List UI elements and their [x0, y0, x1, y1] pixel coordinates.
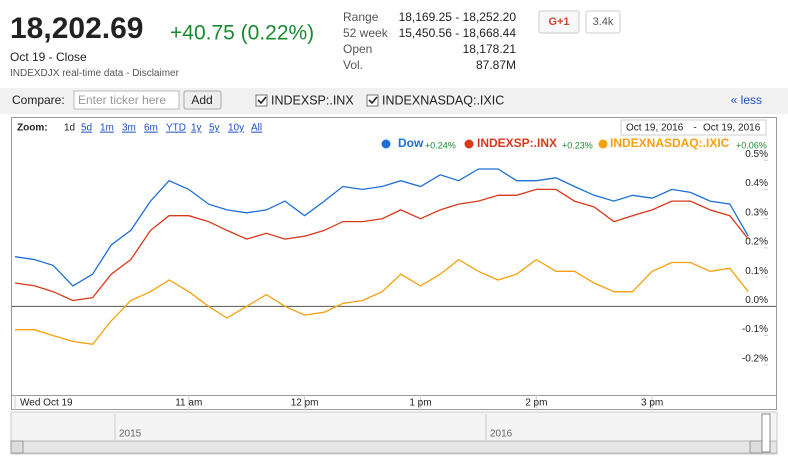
- stat-label: Vol.: [343, 58, 363, 72]
- stat-value: 15,450.56 - 18,668.44: [399, 26, 517, 40]
- x-tick-label: 1 pm: [409, 398, 431, 409]
- zoom-label: Zoom:: [17, 123, 48, 134]
- legend-dot: [464, 139, 474, 149]
- disclaimer-link[interactable]: Disclaimer: [132, 68, 179, 79]
- x-tick-label: 2 pm: [525, 398, 547, 409]
- stat-value: 18,178.21: [463, 42, 517, 56]
- scroll-left[interactable]: [10, 440, 24, 454]
- stat-label: 52 week: [343, 26, 389, 40]
- y-tick-label: 0.1%: [745, 266, 768, 277]
- add-label: Add: [191, 93, 212, 107]
- scroll-right[interactable]: [749, 440, 763, 454]
- series-line: [14, 168, 749, 287]
- legend-dot: [598, 139, 608, 149]
- ticker-input[interactable]: [73, 90, 180, 110]
- stats: Range 18,169.25 - 18,252.20 52 week 15,4…: [343, 10, 516, 72]
- legend-dot: [381, 139, 391, 149]
- legend-change: +0.24%: [425, 140, 456, 150]
- stat-label: Open: [343, 42, 372, 56]
- y-tick-label: 0.2%: [745, 237, 768, 248]
- stat-value: 87.87M: [476, 58, 516, 72]
- zoom-option[interactable]: 6m: [144, 123, 158, 134]
- series-line: [15, 258, 749, 345]
- less-link[interactable]: « less: [731, 93, 762, 107]
- range-start[interactable]: Oct 19, 2016: [626, 123, 684, 134]
- x-tick-label: Wed Oct 19: [20, 398, 73, 409]
- compare-ticker: INDEXSP:.INX: [271, 93, 354, 107]
- gplus-count-box: [585, 10, 621, 34]
- date-range: [620, 119, 767, 136]
- x-tick-label: 11 am: [175, 398, 202, 409]
- x-tick-label: 3 pm: [641, 398, 663, 409]
- source: INDEXDJX real-time data - Disclaimer: [10, 68, 180, 79]
- navigator-year: 2016: [490, 429, 513, 440]
- zoom-option[interactable]: 5y: [209, 123, 220, 134]
- stat-value: 18,169.25 - 18,252.20: [399, 10, 517, 24]
- legend-name: INDEXSP:.INX: [477, 136, 557, 150]
- gplus-button[interactable]: [538, 10, 580, 34]
- y-tick-label: 0.5%: [745, 149, 768, 160]
- checkbox[interactable]: [255, 94, 268, 107]
- y-tick-label: -0.1%: [742, 324, 768, 335]
- legend-name: INDEXNASDAQ:.IXIC: [610, 136, 730, 150]
- gplus-count: 3.4k: [593, 16, 614, 28]
- ticker-placeholder: Enter ticker here: [78, 93, 166, 107]
- zoom-option[interactable]: 1d: [64, 123, 75, 134]
- price: 18,202.69: [10, 12, 143, 45]
- stat-label: Range: [343, 10, 379, 24]
- legend-name: Dow: [398, 136, 424, 150]
- series-line: [14, 188, 749, 302]
- navigator-year: 2015: [119, 429, 142, 440]
- legend-change: +0.06%: [736, 140, 767, 150]
- range-end[interactable]: Oct 19, 2016: [703, 123, 761, 134]
- zoom-option[interactable]: YTD: [166, 123, 186, 134]
- legend-change: +0.23%: [562, 140, 593, 150]
- zoom-option[interactable]: 3m: [122, 123, 136, 134]
- source-text: INDEXDJX real-time data -: [10, 68, 132, 79]
- zoom-option[interactable]: 10y: [228, 123, 244, 134]
- checkbox[interactable]: [366, 94, 379, 107]
- price-change: +40.75 (0.22%): [170, 22, 314, 45]
- range-separator: -: [693, 123, 696, 134]
- y-tick-label: 0.0%: [745, 295, 768, 306]
- y-tick-label: -0.2%: [742, 353, 768, 364]
- zoom-option[interactable]: 5d: [81, 123, 92, 134]
- compare-ticker: INDEXNASDAQ:.IXIC: [382, 93, 504, 107]
- zoom-option[interactable]: 1m: [100, 123, 114, 134]
- x-tick-label: 12 pm: [291, 398, 319, 409]
- gplus-label: G+1: [548, 16, 569, 28]
- scroll-handle[interactable]: [761, 413, 771, 453]
- scrollbar[interactable]: [10, 440, 778, 454]
- compare-label: Compare:: [12, 93, 65, 107]
- chart-frame: [11, 117, 777, 410]
- zoom-option[interactable]: 1y: [191, 123, 202, 134]
- status: Oct 19 - Close: [10, 50, 87, 64]
- y-tick-label: 0.3%: [745, 207, 768, 218]
- zoom-option[interactable]: All: [251, 123, 262, 134]
- add-button[interactable]: [183, 90, 222, 110]
- check: [257, 96, 267, 105]
- y-tick-label: 0.4%: [745, 178, 768, 189]
- check: [368, 96, 378, 105]
